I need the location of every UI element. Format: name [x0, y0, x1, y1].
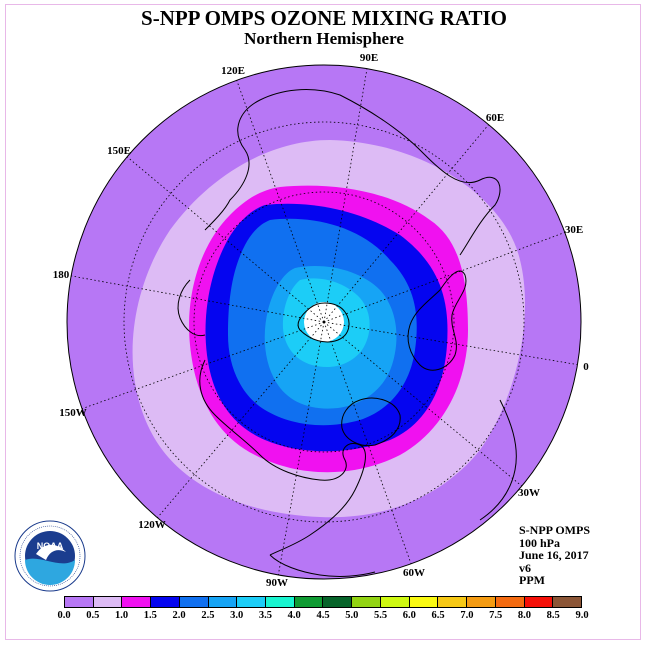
- colorbar-tick-label: 4.0: [287, 610, 301, 621]
- coastline-eurasia: [204, 89, 501, 256]
- info-sensor: S-NPP OMPS: [519, 523, 590, 537]
- colorbar-tick-label: 5.0: [345, 610, 359, 621]
- colorbar-swatch: [524, 597, 554, 607]
- logo-wordmark: NOAA: [37, 541, 64, 551]
- meridian-line: [81, 321, 325, 410]
- map-boundary: [66, 64, 582, 580]
- colorbar-swatch: [438, 597, 468, 607]
- longitude-labels: 90E 60E 30E 0 30W 60W 90W 120W 150W 180 150E 120E: [53, 52, 590, 589]
- graticule: [71, 68, 578, 575]
- colorbar-tick-label: 7.0: [460, 610, 474, 621]
- meridian-line: [323, 321, 523, 487]
- colorbar-swatch: [409, 597, 439, 607]
- longitude-label: 180: [53, 269, 70, 281]
- colorbar-swatch: [151, 597, 180, 607]
- colorbar-tick-label: 2.0: [172, 610, 186, 621]
- longitude-label: 30E: [565, 224, 583, 236]
- colorbar-swatch: [93, 597, 123, 607]
- colorbar-swatch: [294, 597, 324, 607]
- latitude-circle-30n: [123, 121, 525, 523]
- colorbar-tick-label: 2.5: [201, 610, 215, 621]
- colorbar-swatch: [208, 597, 238, 607]
- longitude-label: 150W: [59, 407, 87, 419]
- colorbar-tick-label: 1.0: [114, 610, 129, 621]
- colorbar-tick-label: 6.0: [402, 610, 416, 621]
- coastline-central-america: [269, 554, 376, 577]
- colorbar-swatch: [323, 597, 353, 607]
- colorbar-tick-label: 3.0: [230, 610, 244, 621]
- colorbar-swatch: [352, 597, 381, 607]
- coastline-europe: [407, 270, 467, 371]
- meridian-lines: [71, 68, 578, 575]
- info-block: S-NPP OMPS 100 hPa June 16, 2017 v6 PPM: [519, 524, 590, 587]
- info-version: v6: [519, 560, 531, 575]
- colorbar-ticks: 0.0 0.5 1.0 1.5 2.0 2.5 3.0 3.5 4.0 4.5 5.0 5.5 6.0 6…: [57, 608, 588, 622]
- coastline-africa: [479, 399, 517, 521]
- meridian-line: [323, 124, 489, 323]
- colorbar: 0.0 0.5 1.0 1.5 2.0 2.5 3.0 3.5 4.0 4.5 5.0 5.5 6.0 6…: [57, 596, 589, 622]
- latitude-circle-60n: [193, 191, 455, 453]
- figure-frame: [5, 4, 641, 640]
- colorbar-swatch: [266, 597, 295, 607]
- longitude-label: 90W: [266, 577, 288, 589]
- coastlines: [177, 89, 517, 577]
- colorbar-swatch: [122, 597, 152, 607]
- colorbar-tick-label: 8.0: [517, 610, 531, 621]
- colorbar-tick-label: 9.0: [575, 610, 589, 621]
- colorbar-tick-label: 8.5: [546, 610, 560, 621]
- colorbar-tick-label: 4.5: [316, 610, 330, 621]
- colorbar-tick-label: 7.5: [489, 610, 503, 621]
- colorbar-tick-label: 6.5: [431, 610, 445, 621]
- coastline-arctic-islands: [297, 302, 350, 343]
- colorbar-swatch: [179, 597, 209, 607]
- colorbar-swatches: [64, 596, 582, 608]
- colorbar-tick-label: 0.5: [86, 610, 100, 621]
- longitude-label: 0: [583, 361, 589, 373]
- meridian-line: [277, 321, 325, 575]
- colorbar-tick-label: 3.5: [258, 610, 272, 621]
- page-subtitle: Northern Hemisphere: [244, 29, 404, 48]
- longitude-label: 30W: [518, 487, 540, 499]
- meridian-line: [323, 321, 578, 365]
- longitude-label: 90E: [360, 52, 378, 64]
- info-units: PPM: [519, 573, 545, 587]
- meridian-line: [323, 232, 566, 323]
- noaa-logo: NOAA: [14, 520, 86, 592]
- longitude-label: 120W: [138, 519, 166, 531]
- info-pressure-level: 100 hPa: [519, 535, 561, 550]
- coastline-greenland: [341, 397, 401, 447]
- meridian-line: [126, 156, 325, 323]
- meridian-line: [323, 321, 412, 564]
- colorbar-swatch: [237, 597, 267, 607]
- longitude-label: 150E: [107, 145, 131, 157]
- meridian-line: [323, 68, 368, 323]
- colorbar-swatch: [467, 597, 496, 607]
- colorbar-swatch: [380, 597, 410, 607]
- coastline-north-america: [199, 359, 366, 556]
- colorbar-tick-label: 5.5: [373, 610, 388, 621]
- longitude-label: 60E: [486, 112, 504, 124]
- colorbar-swatch: [553, 597, 581, 607]
- meridian-line: [236, 80, 325, 323]
- longitude-label: 60W: [403, 567, 425, 579]
- colorbar-tick-label: 0.0: [57, 610, 71, 621]
- meridian-line: [157, 321, 325, 518]
- info-date: June 16, 2017: [519, 548, 589, 562]
- colorbar-swatch: [495, 597, 525, 607]
- colorbar-swatch: [65, 597, 94, 607]
- page-title: S-NPP OMPS OZONE MIXING RATIO: [141, 6, 507, 30]
- colorbar-tick-label: 1.5: [143, 610, 157, 621]
- longitude-label: 120E: [221, 65, 245, 77]
- meridian-line: [71, 275, 325, 323]
- coastline-alaska: [177, 279, 206, 337]
